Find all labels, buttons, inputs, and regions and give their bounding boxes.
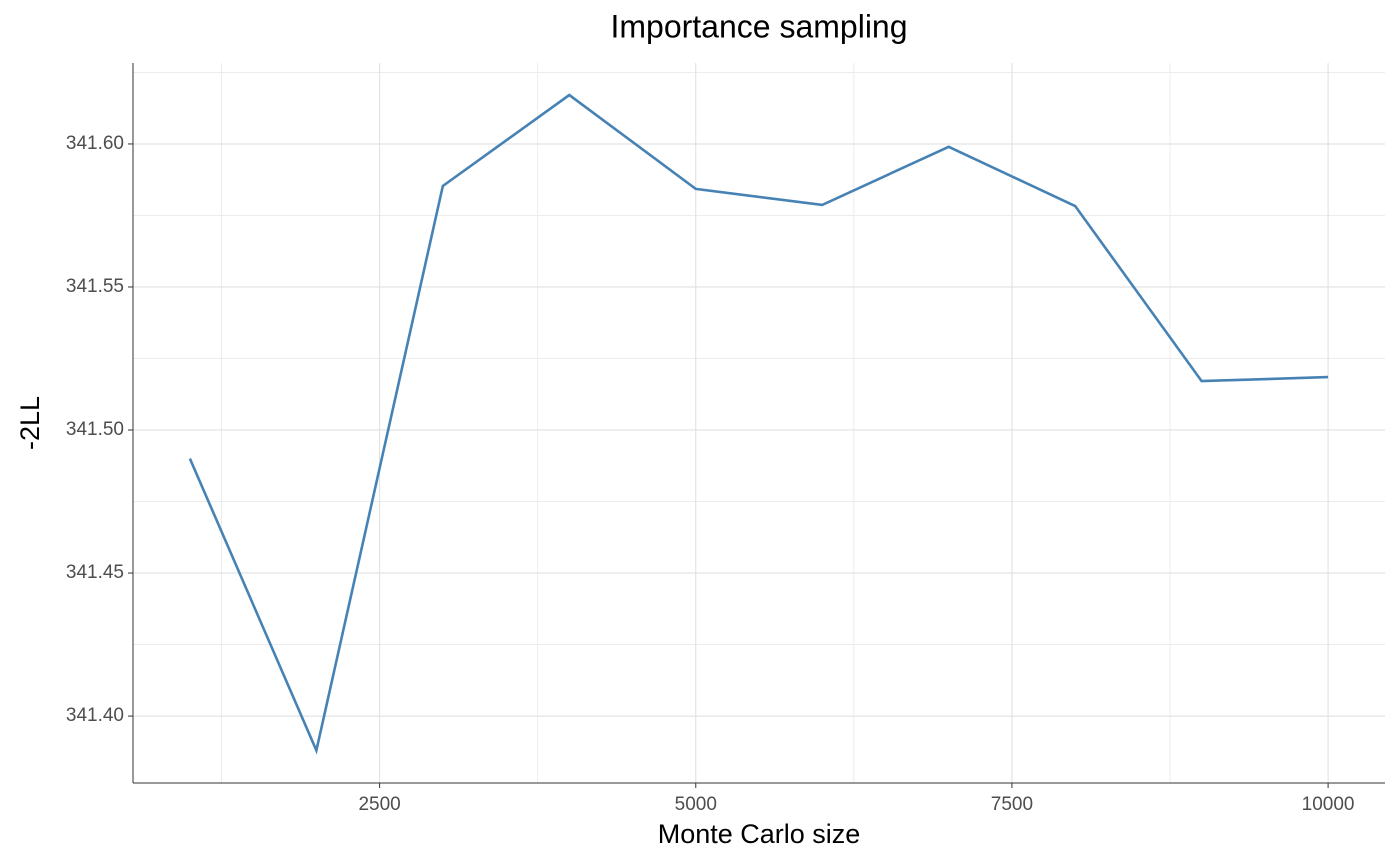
x-tick-label: 5000 bbox=[675, 794, 717, 815]
x-tick-label: 2500 bbox=[358, 794, 400, 815]
y-tick-label: 341.60 bbox=[66, 133, 124, 154]
x-tick-label: 7500 bbox=[991, 794, 1033, 815]
x-tick-label: 10000 bbox=[1302, 794, 1355, 815]
y-axis-label: -2LL bbox=[15, 396, 45, 450]
y-tick-label: 341.40 bbox=[66, 705, 124, 726]
data-line bbox=[188, 93, 1329, 755]
chart-title: Importance sampling bbox=[610, 8, 907, 44]
y-tick-label: 341.50 bbox=[66, 419, 124, 440]
y-tick-label: 341.45 bbox=[66, 562, 124, 583]
y-tick-label: 341.55 bbox=[66, 276, 124, 297]
x-axis-label: Monte Carlo size bbox=[658, 819, 861, 849]
